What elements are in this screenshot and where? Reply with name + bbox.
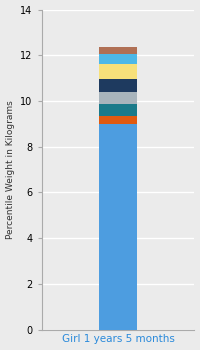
Bar — [99, 124, 137, 330]
Bar — [99, 116, 137, 124]
Bar — [99, 79, 137, 92]
Bar — [99, 104, 137, 116]
Bar — [99, 47, 137, 54]
Bar — [99, 54, 137, 64]
Y-axis label: Percentile Weight in Kilograms: Percentile Weight in Kilograms — [6, 100, 15, 239]
Bar — [99, 92, 137, 104]
Bar — [99, 64, 137, 79]
